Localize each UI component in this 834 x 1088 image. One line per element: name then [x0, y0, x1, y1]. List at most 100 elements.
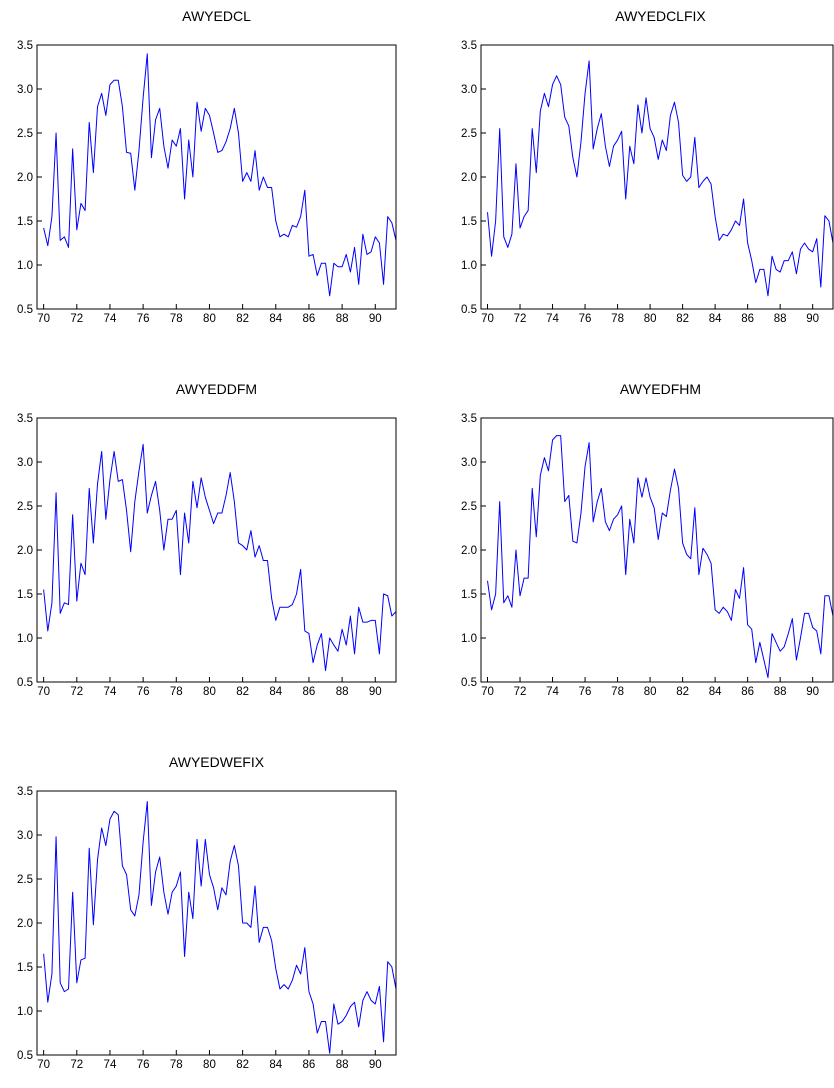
x-tick-label: 72 — [70, 313, 83, 325]
x-tick-label: 82 — [236, 686, 249, 698]
x-tick-label: 80 — [644, 313, 657, 325]
y-tick-label: 1.0 — [17, 633, 33, 645]
x-tick-label: 70 — [481, 686, 494, 698]
y-tick-label: 2.0 — [17, 172, 33, 184]
panel-title: AWYEDCLFIX — [615, 8, 706, 24]
y-tick-label: 2.5 — [17, 128, 33, 140]
y-tick-label: 1.5 — [17, 589, 33, 601]
data-line — [43, 53, 396, 297]
x-tick-label: 72 — [514, 313, 527, 325]
y-tick-label: 1.0 — [17, 260, 33, 272]
x-tick-label: 72 — [514, 686, 527, 698]
x-tick-label: 86 — [741, 313, 754, 325]
x-tick-label: 90 — [806, 313, 819, 325]
x-tick-label: 88 — [774, 686, 787, 698]
x-tick-label: 70 — [37, 313, 50, 325]
y-tick-label: 1.5 — [17, 962, 33, 974]
data-line — [43, 443, 396, 672]
y-tick-label: 2.5 — [17, 874, 33, 886]
x-tick-label: 74 — [104, 1059, 117, 1071]
y-tick-label: 0.5 — [461, 677, 477, 689]
x-tick-label: 90 — [369, 313, 382, 325]
x-tick-label: 72 — [70, 1059, 83, 1071]
x-tick-label: 80 — [203, 1059, 216, 1071]
y-tick-label: 0.5 — [17, 1050, 33, 1062]
y-tick-label: 2.0 — [461, 545, 477, 557]
x-tick-label: 76 — [579, 686, 592, 698]
x-tick-label: 76 — [579, 313, 592, 325]
x-tick-label: 84 — [269, 686, 282, 698]
y-tick-label: 0.5 — [17, 304, 33, 316]
plot-frame — [36, 790, 397, 1056]
panel: AWYEDDFM 0.5 1.0 1.5 2.0 2.5 3.0 3.5 70 72 74 76 78 8… — [17, 381, 397, 698]
x-tick-label: 88 — [774, 313, 787, 325]
y-tick-label: 2.5 — [461, 501, 477, 513]
x-tick-label: 74 — [546, 686, 559, 698]
y-tick-label: 3.5 — [461, 413, 477, 425]
y-tick-label: 2.0 — [17, 545, 33, 557]
y-tick-label: 2.0 — [461, 172, 477, 184]
x-tick-label: 74 — [546, 313, 559, 325]
y-tick-label: 3.5 — [461, 40, 477, 52]
data-line — [487, 60, 833, 297]
x-tick-label: 84 — [269, 1059, 282, 1071]
x-tick-label: 88 — [336, 686, 349, 698]
x-tick-label: 86 — [303, 686, 316, 698]
x-tick-label: 84 — [709, 313, 722, 325]
y-tick-label: 2.5 — [17, 501, 33, 513]
panel-title: AWYEDWEFIX — [169, 754, 265, 770]
x-tick-label: 78 — [170, 313, 183, 325]
x-tick-label: 86 — [741, 686, 754, 698]
y-tick-label: 3.0 — [17, 830, 33, 842]
y-tick-label: 3.5 — [17, 786, 33, 798]
y-tick-label: 1.0 — [461, 260, 477, 272]
x-tick-label: 72 — [70, 686, 83, 698]
plot-area — [43, 443, 396, 672]
x-tick-label: 76 — [137, 686, 150, 698]
x-tick-label: 82 — [676, 686, 689, 698]
plot-frame — [36, 44, 397, 310]
x-tick-label: 78 — [170, 1059, 183, 1071]
plot-frame — [480, 417, 834, 683]
x-tick-label: 90 — [806, 686, 819, 698]
panel: AWYEDFHM 0.5 1.0 1.5 2.0 2.5 3.0 3.5 70 72 74 76 78 8… — [461, 381, 834, 698]
plot-frame — [480, 44, 834, 310]
panel-title: AWYEDDFM — [176, 381, 257, 397]
x-tick-label: 86 — [303, 1059, 316, 1071]
x-tick-label: 90 — [369, 1059, 382, 1071]
x-tick-label: 70 — [481, 313, 494, 325]
y-tick-label: 1.5 — [461, 216, 477, 228]
x-tick-label: 70 — [37, 1059, 50, 1071]
y-tick-label: 2.5 — [461, 128, 477, 140]
y-tick-label: 3.0 — [17, 84, 33, 96]
x-tick-label: 70 — [37, 686, 50, 698]
x-tick-label: 80 — [203, 686, 216, 698]
x-tick-label: 86 — [303, 313, 316, 325]
x-tick-label: 84 — [709, 686, 722, 698]
y-tick-label: 3.5 — [17, 40, 33, 52]
x-tick-label: 76 — [137, 1059, 150, 1071]
x-tick-label: 74 — [104, 686, 117, 698]
y-tick-label: 3.0 — [461, 84, 477, 96]
x-tick-label: 88 — [336, 1059, 349, 1071]
panel-title: AWYEDCL — [182, 8, 251, 24]
x-tick-label: 78 — [611, 313, 624, 325]
x-tick-label: 82 — [676, 313, 689, 325]
plot-area — [487, 435, 833, 679]
y-tick-label: 3.0 — [461, 457, 477, 469]
panel: AWYEDCLFIX 0.5 1.0 1.5 2.0 2.5 3.0 3.5 70 72 74 76 7… — [461, 8, 834, 325]
panel: AWYEDCL 0.5 1.0 1.5 2.0 2.5 3.0 3.5 70 72 74 76 78 80… — [17, 8, 397, 325]
x-tick-label: 82 — [236, 313, 249, 325]
y-tick-label: 2.0 — [17, 918, 33, 930]
x-tick-label: 78 — [611, 686, 624, 698]
x-tick-label: 80 — [203, 313, 216, 325]
y-tick-label: 3.0 — [17, 457, 33, 469]
x-tick-label: 88 — [336, 313, 349, 325]
y-tick-label: 1.5 — [17, 216, 33, 228]
panel: AWYEDWEFIX 0.5 1.0 1.5 2.0 2.5 3.0 3.5 70 72 74 76 7… — [17, 754, 397, 1071]
y-tick-label: 1.0 — [17, 1006, 33, 1018]
y-tick-label: 1.0 — [461, 633, 477, 645]
data-line — [487, 435, 833, 679]
plot-area — [43, 801, 396, 1054]
